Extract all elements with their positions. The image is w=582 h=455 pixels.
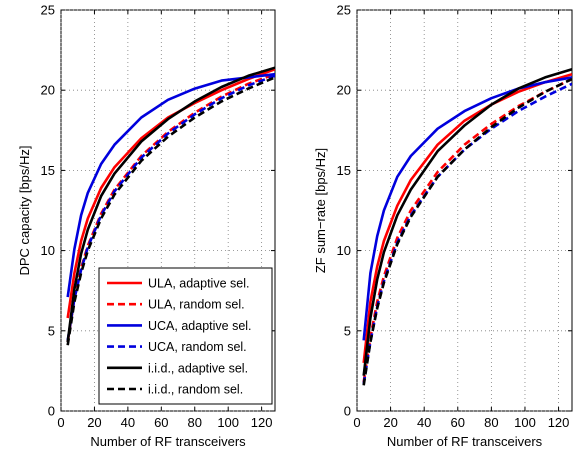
legend-entry: i.i.d., random sel.: [148, 383, 243, 397]
x-tick-label: 40: [417, 415, 431, 430]
legend-entry: ULA, adaptive sel.: [148, 277, 249, 291]
x-tick-label: 40: [121, 415, 135, 430]
x-tick-label: 100: [217, 415, 239, 430]
y-tick-label: 10: [337, 243, 351, 258]
x-tick-label: 80: [484, 415, 498, 430]
x-axis-label: Number of RF transceivers: [90, 434, 246, 449]
x-tick-label: 0: [57, 415, 64, 430]
y-tick-label: 5: [48, 323, 55, 338]
y-axis-label: DPC capacity [bps/Hz]: [17, 145, 32, 275]
y-tick-label: 20: [337, 83, 351, 98]
y-tick-label: 25: [337, 3, 351, 18]
series-line-1: [362, 72, 572, 364]
legend-entry: UCA, adaptive sel.: [148, 319, 252, 333]
series-line-3: [66, 72, 275, 298]
plot-area: [356, 9, 573, 412]
y-tick-label: 5: [344, 323, 351, 338]
x-tick-label: 60: [154, 415, 168, 430]
x-axis-label: Number of RF transceivers: [387, 434, 543, 449]
legend: ULA, adaptive sel. ULA, random sel. UCA, a…: [98, 267, 273, 405]
x-tick-label: 120: [251, 415, 273, 430]
x-tick-label: 100: [514, 415, 536, 430]
y-tick-label: 0: [344, 404, 351, 419]
chart-panel-2: 0 20 40 60 80 100 120 0 5 10 15 20 25 Number of RF tr…: [313, 3, 573, 449]
series-line-6: [66, 76, 275, 346]
y-tick-label: 10: [41, 243, 55, 258]
y-tick-label: 25: [41, 3, 55, 18]
series-line-5: [66, 66, 275, 343]
y-tick-label: 15: [337, 163, 351, 178]
chart-panel-1: 0 20 40 60 80 100 120 0 5 10 15 20 25 Number of RF tr…: [17, 3, 276, 449]
y-tick-label: 15: [41, 163, 55, 178]
series-line-6: [362, 77, 572, 386]
legend-entry: UCA, random sel.: [148, 340, 247, 354]
series-line-1: [66, 68, 275, 319]
x-tick-label: 20: [87, 415, 101, 430]
series-line-5: [362, 68, 572, 376]
y-axis-label: ZF sum−rate [bps/Hz]: [313, 148, 328, 273]
y-tick-label: 0: [48, 404, 55, 419]
legend-box: [98, 267, 273, 405]
legend-entry: i.i.d., adaptive sel.: [148, 361, 248, 375]
y-tick-label: 20: [41, 83, 55, 98]
legend-entry: ULA, random sel.: [148, 298, 245, 312]
x-tick-label: 60: [451, 415, 465, 430]
x-tick-label: 80: [188, 415, 202, 430]
x-tick-label: 20: [383, 415, 397, 430]
x-tick-label: 0: [353, 415, 360, 430]
x-tick-label: 120: [548, 415, 570, 430]
